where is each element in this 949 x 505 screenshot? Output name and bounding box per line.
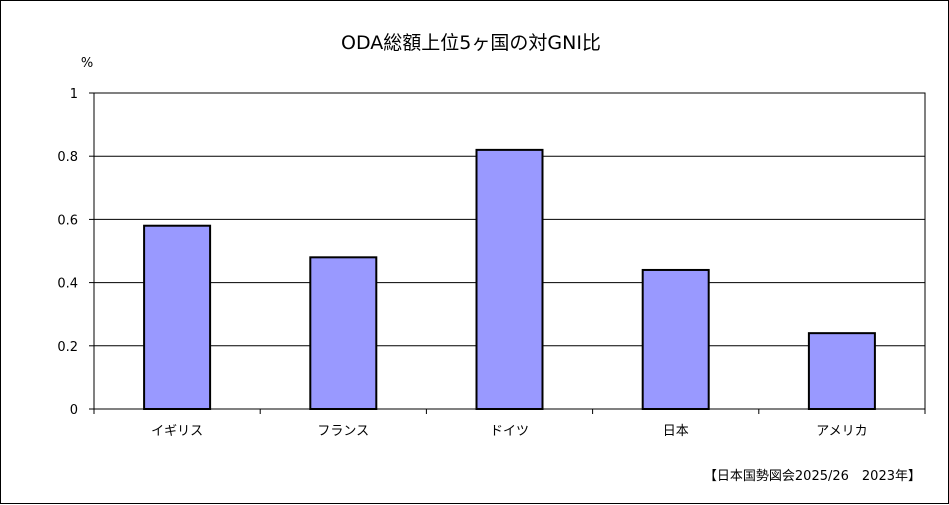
y-tick-label: 0 xyxy=(70,403,78,418)
category-label: イギリス xyxy=(151,424,203,439)
y-axis-unit-label: % xyxy=(81,56,93,71)
bar-4 xyxy=(641,268,710,410)
category-label: フランス xyxy=(317,424,369,439)
chart-title: ODA総額上位5ヶ国の対GNI比 xyxy=(341,32,601,54)
category-labels: イギリス フランス ドイツ 日本 アメリカ xyxy=(151,424,867,439)
y-tick-label: 0.2 xyxy=(57,340,78,355)
category-label: 日本 xyxy=(663,424,689,439)
bar-1 xyxy=(143,224,212,410)
y-tick-label: 1 xyxy=(70,87,78,102)
category-label: ドイツ xyxy=(490,424,529,439)
y-tick-label: 0.8 xyxy=(57,150,78,165)
category-label: アメリカ xyxy=(816,424,867,439)
y-tick-label: 0.6 xyxy=(57,213,78,228)
bar-3 xyxy=(475,148,544,410)
y-tick-label: 0.4 xyxy=(57,277,78,292)
y-tick-labels: 0 0.2 0.4 0.6 0.8 1 xyxy=(57,87,78,418)
bars xyxy=(143,148,876,410)
bar-5 xyxy=(807,332,876,410)
bar-2 xyxy=(309,256,378,410)
source-note: 【日本国勢図会2025/26 2023年】 xyxy=(704,469,921,484)
x-tick-marks xyxy=(93,409,926,414)
